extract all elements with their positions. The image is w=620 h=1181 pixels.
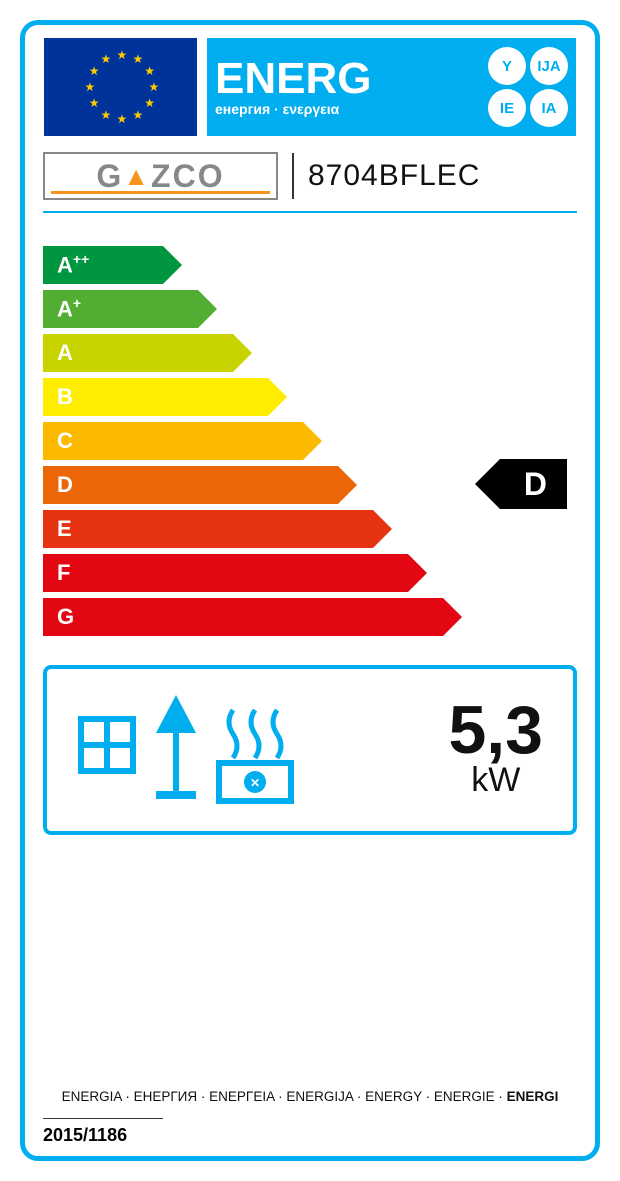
regulation-number: 2015/1186 [43,1118,163,1146]
window-icon [77,715,137,805]
lang-circle: IJA [530,47,568,85]
brand-logo-left: G [96,158,123,195]
efficiency-arrow: B [43,378,268,416]
rating-letter: D [524,466,547,503]
efficiency-arrow: G [43,598,443,636]
brand-row: G ▲ ZCO 8704BFLEC [43,153,577,213]
energ-block: ENERG енергия · ενεργεια YIJAIEIA [206,37,577,137]
footer-languages: ENERGIA · ЕНЕРГИЯ · ΕΝΕΡΓΕΙΑ · ENERGIJA … [43,1089,577,1104]
efficiency-row: E [43,509,577,549]
lamp-icon [151,695,201,805]
efficiency-arrow: A++ [43,246,163,284]
lang-circle: Y [488,47,526,85]
heater-icon: ✕ [215,705,295,805]
efficiency-row: C [43,421,577,461]
power-number: 5,3 [448,700,543,761]
efficiency-arrow: A+ [43,290,198,328]
efficiency-arrow: A [43,334,233,372]
efficiency-row: A [43,333,577,373]
lang-circle: IA [530,89,568,127]
model-number: 8704BFLEC [308,159,480,193]
efficiency-row: B [43,377,577,417]
efficiency-arrow: C [43,422,303,460]
brand-logo: G ▲ ZCO [43,152,278,200]
lang-circles: YIJAIEIA [488,47,568,127]
efficiency-row: A+ [43,289,577,329]
efficiency-row: A++ [43,245,577,285]
energ-title: ENERG [215,57,371,101]
power-value: 5,3 kW [448,700,543,800]
efficiency-arrow: E [43,510,373,548]
brand-logo-right: ZCO [151,158,225,195]
efficiency-arrows: A++A+ABCDEFG D [43,245,577,645]
heater-icons: ✕ [77,695,295,805]
efficiency-arrow: D [43,466,338,504]
rating-badge: D [500,459,567,509]
energ-subtitle: енергия · ενεργεια [215,101,371,117]
brand-divider [292,153,294,199]
lang-circle: IE [488,89,526,127]
eu-flag-icon: ★★★★★★★★★★★★ [43,37,198,137]
energy-label: ★★★★★★★★★★★★ ENERG енергия · ενεργεια YI… [20,20,600,1161]
power-box: ✕ 5,3 kW [43,665,577,835]
efficiency-arrow: F [43,554,408,592]
flame-icon: ▲ [123,161,151,192]
efficiency-row: G [43,597,577,637]
svg-text:✕: ✕ [250,776,260,790]
header-row: ★★★★★★★★★★★★ ENERG енергия · ενεργεια YI… [43,37,577,137]
efficiency-row: F [43,553,577,593]
